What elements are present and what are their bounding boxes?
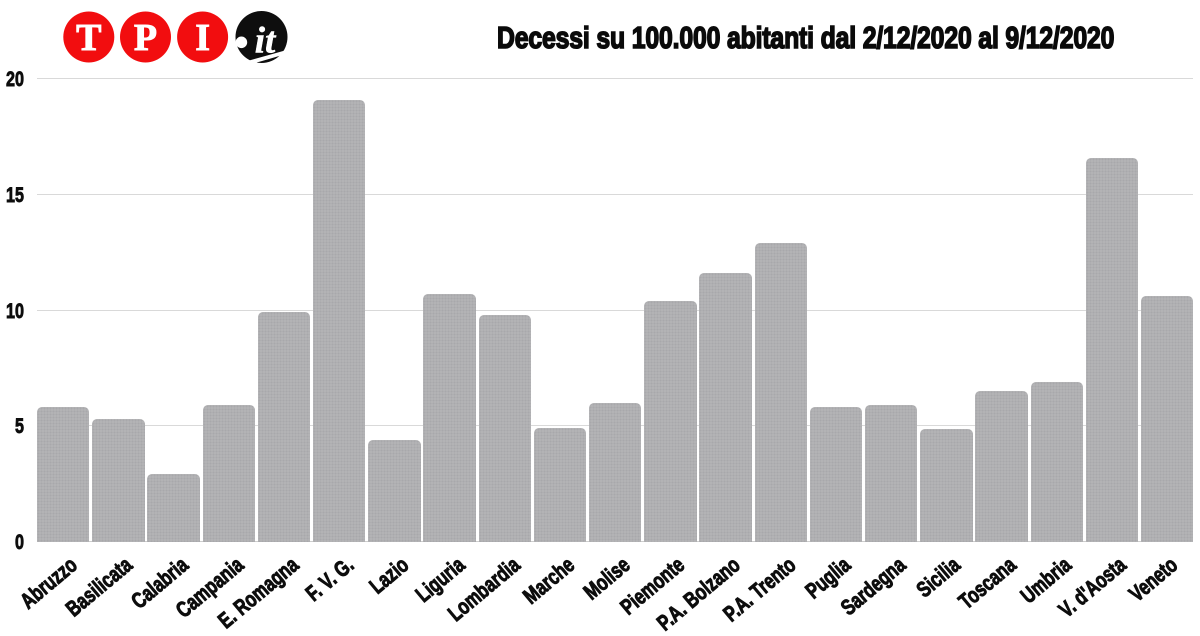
svg-text:I: I [195,17,210,59]
svg-text:it: it [255,21,277,62]
svg-text:P: P [134,17,157,59]
svg-text:T: T [76,17,101,59]
